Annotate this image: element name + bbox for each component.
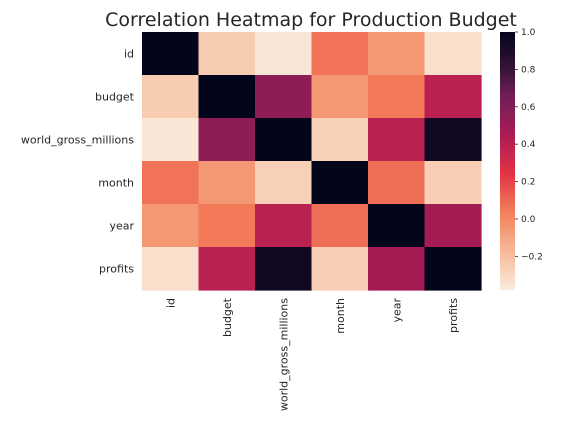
row-tick-label: month <box>98 177 134 190</box>
heatmap-cell <box>368 118 426 162</box>
heatmap-cell <box>142 204 200 248</box>
column-tick-label: profits <box>447 298 460 333</box>
heatmap-cell <box>142 247 200 291</box>
heatmap-cell <box>142 118 200 162</box>
heatmap-cell <box>198 118 256 162</box>
colorbar-tick-label: 0.8 <box>521 65 536 75</box>
heatmap-cell <box>255 161 313 205</box>
heatmap-cell <box>255 32 313 76</box>
colorbar-tick-label: −0.2 <box>521 252 543 262</box>
heatmap-cell <box>142 32 200 76</box>
colorbar-tick-label: 0.4 <box>521 140 536 150</box>
heatmap-cell <box>311 204 369 248</box>
row-tick-label: id <box>124 48 134 61</box>
heatmap-cell <box>142 161 200 205</box>
heatmap-cell <box>368 161 426 205</box>
heatmap-cell <box>424 118 482 162</box>
heatmap-cell <box>424 32 482 76</box>
column-tick-label: id <box>164 298 177 308</box>
colorbar-gradient <box>500 32 515 290</box>
heatmap-cell <box>311 32 369 76</box>
heatmap-cell <box>424 247 482 291</box>
row-tick-label: profits <box>99 263 134 276</box>
row-tick-label: world_gross_millions <box>21 134 134 147</box>
column-tick-label: month <box>334 298 347 334</box>
colorbar-tick-label: 0.0 <box>521 215 536 225</box>
heatmap-cell <box>311 118 369 162</box>
row-tick-label: year <box>109 220 134 233</box>
heatmap-cell <box>142 75 200 119</box>
colorbar-tick-label: 1.0 <box>521 28 536 38</box>
heatmap-cell <box>198 75 256 119</box>
heatmap-cell <box>368 32 426 76</box>
heatmap-cell <box>198 161 256 205</box>
heatmap-cell <box>311 161 369 205</box>
heatmap-cell <box>255 118 313 162</box>
heatmap-cells <box>142 32 482 291</box>
row-tick-label: budget <box>95 91 135 104</box>
heatmap-cell <box>198 247 256 291</box>
chart-title: Correlation Heatmap for Production Budge… <box>105 9 517 31</box>
colorbar-tick-label: 0.2 <box>521 178 535 188</box>
column-tick-label: budget <box>221 297 234 337</box>
heatmap-cell <box>424 161 482 205</box>
colorbar-tick-label: 0.6 <box>521 103 536 113</box>
heatmap-cell <box>255 204 313 248</box>
heatmap-cell <box>368 204 426 248</box>
heatmap-cell <box>368 75 426 119</box>
column-tick-label: world_gross_millions <box>277 298 290 411</box>
heatmap-cell <box>424 75 482 119</box>
heatmap-cell <box>311 247 369 291</box>
column-tick-label: year <box>390 298 403 323</box>
heatmap-cell <box>198 32 256 76</box>
heatmap-cell <box>255 75 313 119</box>
heatmap-cell <box>198 204 256 248</box>
heatmap-cell <box>255 247 313 291</box>
heatmap-cell <box>424 204 482 248</box>
colorbar: 1.0 0.8 0.6 0.4 0.2 0.0 −0.2 <box>500 28 543 290</box>
column-labels: id budget world_gross_millions month year pro… <box>164 297 460 411</box>
heatmap-cell <box>311 75 369 119</box>
heatmap-cell <box>368 247 426 291</box>
